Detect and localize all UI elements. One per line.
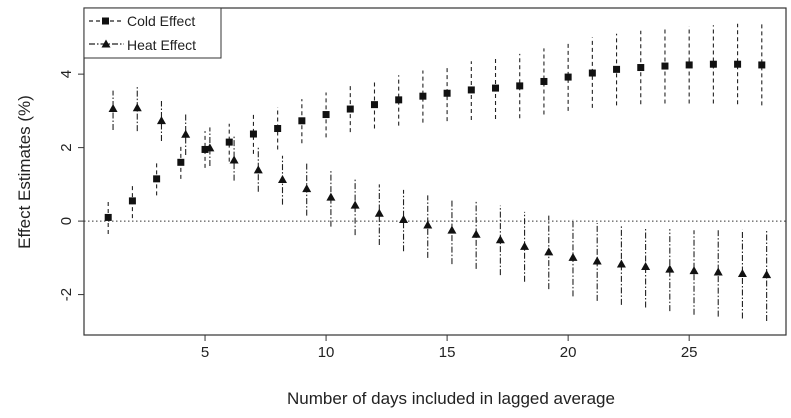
cold-point (661, 62, 669, 70)
cold-point (153, 175, 161, 183)
cold-point (516, 82, 524, 90)
cold-point (274, 125, 282, 133)
heat-point (447, 225, 457, 234)
series-layer (104, 22, 772, 322)
heat-point (326, 192, 336, 201)
x-tick-label: 10 (318, 344, 335, 361)
cold-point (709, 60, 717, 68)
cold-point (419, 92, 427, 100)
heat-point (713, 267, 723, 276)
y-axis-label: Effect Estimates (%) (15, 95, 34, 249)
heat-point (520, 241, 530, 250)
heat-point (641, 262, 651, 271)
cold-point (685, 61, 693, 69)
cold-point (637, 64, 645, 72)
legend-cold-marker-icon (102, 17, 109, 25)
legend-box (83, 7, 222, 59)
x-tick-label: 20 (560, 344, 577, 361)
heat-point (665, 264, 675, 273)
x-tick-label: 5 (201, 344, 209, 361)
x-axis: 5 10 15 20 25 (201, 335, 698, 361)
y-tick-label: 0 (58, 217, 75, 225)
cold-point (564, 73, 572, 81)
heat-point (689, 266, 699, 275)
heat-point (132, 103, 142, 112)
y-axis: -2 0 2 4 (58, 70, 84, 301)
heat-point (423, 220, 433, 229)
heat-point (350, 200, 360, 209)
legend-heat-label: Heat Effect (127, 37, 196, 53)
heat-point (399, 214, 409, 223)
heat-point (181, 129, 191, 138)
cold-point (370, 101, 378, 109)
x-tick-label: 25 (681, 344, 698, 361)
cold-point (395, 96, 403, 104)
legend-cold-label: Cold Effect (127, 13, 195, 29)
y-tick-label: 2 (58, 143, 75, 151)
cold-point (128, 197, 136, 205)
cold-point (201, 145, 209, 153)
cold-point (613, 65, 621, 73)
cold-point (298, 117, 306, 125)
legend: Cold Effect Heat Effect (83, 7, 222, 59)
heat-point (374, 208, 384, 217)
cold-point (540, 77, 548, 85)
cold-point (443, 89, 451, 97)
cold-point (104, 213, 112, 221)
cold-point (346, 105, 354, 113)
cold-point (249, 130, 257, 138)
heat-point (616, 259, 626, 268)
heat-point (108, 104, 118, 113)
cold-point (177, 158, 185, 166)
heat-point (471, 229, 481, 238)
cold-point (492, 84, 500, 92)
y-tick-label: -2 (58, 288, 75, 301)
heat-point (229, 155, 239, 164)
cold-point (758, 61, 766, 69)
legend-heat-marker-icon (101, 39, 111, 48)
cold-point (734, 60, 742, 68)
plot-area (83, 7, 787, 336)
heat-point (156, 116, 166, 125)
cold-point (588, 69, 596, 77)
heat-point (495, 235, 505, 244)
y-tick-label: 4 (58, 70, 75, 78)
cold-point (322, 111, 330, 119)
x-axis-label: Number of days included in lagged averag… (287, 389, 615, 408)
heat-point (302, 184, 312, 193)
heat-point (592, 256, 602, 265)
x-tick-label: 15 (439, 344, 456, 361)
heat-point (277, 174, 287, 183)
cold-point (467, 86, 475, 94)
cold-point (225, 138, 233, 146)
heat-point (737, 269, 747, 278)
heat-point (205, 143, 215, 152)
heat-point (544, 247, 554, 256)
heat-point (253, 165, 263, 174)
heat-point (762, 270, 772, 279)
heat-point (568, 252, 578, 261)
